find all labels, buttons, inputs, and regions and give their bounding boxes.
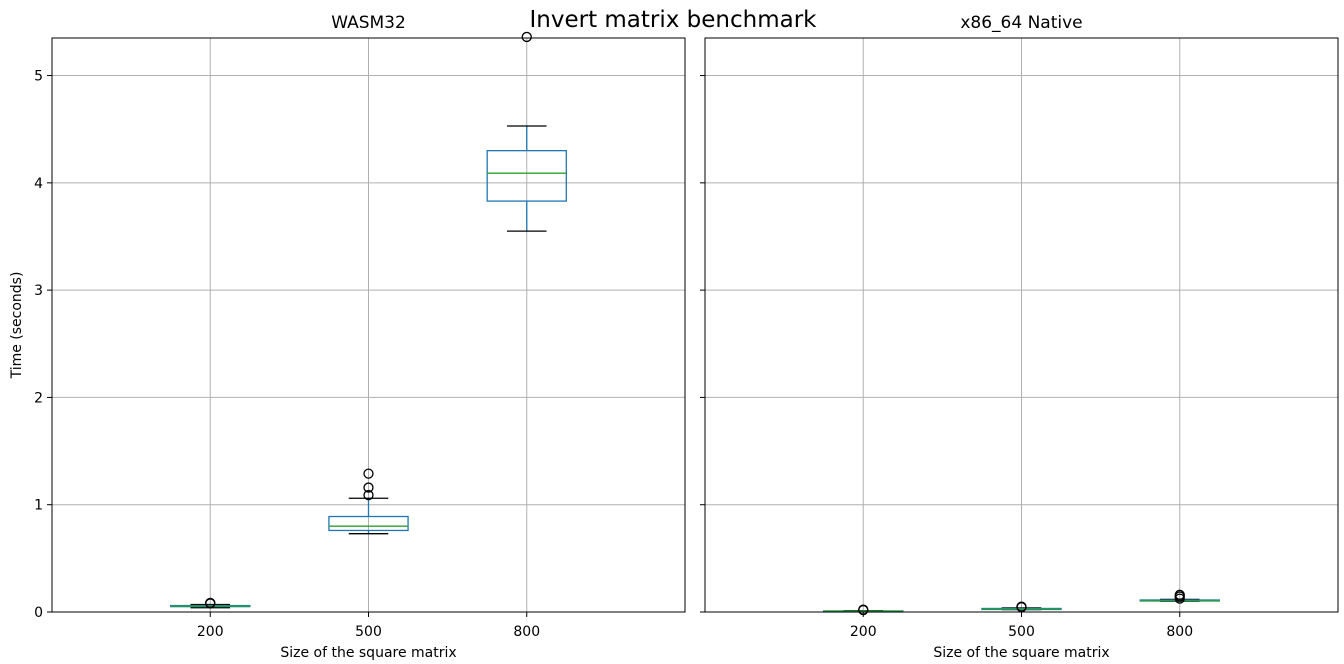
x-tick-label: 800	[513, 624, 540, 640]
x-axis-label: Size of the square matrix	[280, 645, 456, 661]
y-tick-label: 0	[34, 605, 43, 621]
outlier-point	[205, 597, 216, 609]
iqr-box	[328, 515, 409, 532]
subplot-1: 0 1 2 3 4 5 200 500 800 WASM32 Size of the square …	[34, 13, 686, 661]
box-500	[328, 468, 409, 535]
x-tick-label: 500	[1008, 624, 1035, 640]
box-800	[486, 31, 567, 232]
x-tick-label: 500	[355, 624, 382, 640]
axes-frame	[704, 37, 1339, 613]
outlier-point	[858, 604, 869, 615]
outlier-point	[1174, 589, 1185, 600]
y-axis-label: Time (seconds)	[9, 272, 25, 380]
subplot-title: WASM32	[331, 13, 406, 33]
x-tick-label: 200	[850, 624, 877, 640]
iqr-box	[486, 150, 567, 202]
x-tick-label: 200	[197, 624, 224, 640]
outlier-point	[521, 31, 532, 43]
subplot-2: 200 500 800 x86_64 Native Size of the square…	[700, 13, 1339, 661]
subplot-title: x86_64 Native	[960, 13, 1082, 33]
y-tick-label: 5	[34, 69, 43, 85]
y-tick-label: 3	[34, 283, 43, 299]
axes-frame	[51, 37, 686, 613]
chart-suptitle: Invert matrix benchmark	[529, 7, 817, 33]
y-tick-label: 4	[34, 176, 43, 192]
y-tick-label: 2	[34, 390, 43, 406]
box-200	[170, 597, 251, 609]
outlier-point	[363, 489, 374, 501]
outlier-point	[363, 468, 374, 479]
outlier-point	[1016, 601, 1027, 612]
x-axis-label: Size of the square matrix	[933, 645, 1109, 661]
box-500	[981, 601, 1062, 613]
y-tick-label: 1	[34, 498, 43, 514]
outlier-point	[363, 482, 374, 493]
box-800	[1139, 589, 1220, 604]
x-tick-label: 800	[1166, 624, 1193, 640]
